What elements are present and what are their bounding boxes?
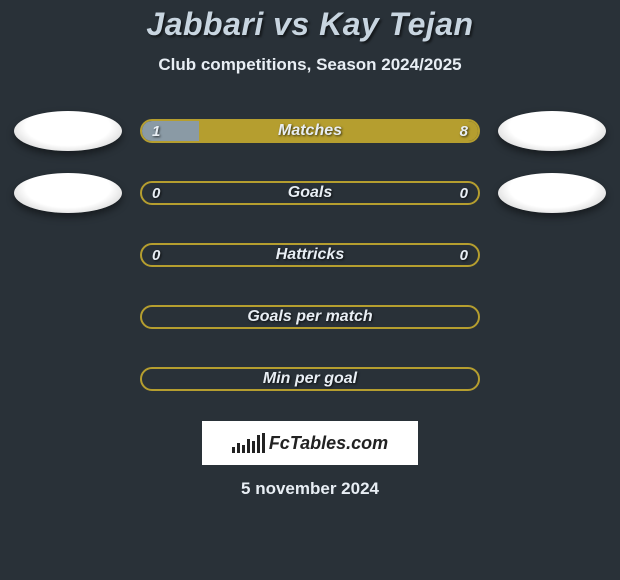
stat-bar: 18Matches <box>140 119 480 143</box>
stat-label: Goals per match <box>142 307 478 327</box>
stat-row: 00Goals <box>20 173 600 213</box>
player-left-avatar <box>14 111 122 151</box>
stat-label: Min per goal <box>142 369 478 389</box>
logo-box: FcTables.com <box>202 421 418 465</box>
comparison-card: Jabbari vs Kay Tejan Club competitions, … <box>0 0 620 499</box>
stat-bar: Goals per match <box>140 305 480 329</box>
stat-row: 18Matches <box>20 111 600 151</box>
stat-row: Min per goal <box>20 359 600 399</box>
stat-label: Goals <box>142 183 478 203</box>
stat-bar: 00Goals <box>140 181 480 205</box>
stat-bar: 00Hattricks <box>140 243 480 267</box>
logo-text: FcTables.com <box>269 433 388 454</box>
player-right-avatar <box>498 111 606 151</box>
player-left-avatar <box>14 173 122 213</box>
stats-area: 18Matches 00Goals 00Hattricks Goals per mat… <box>0 111 620 399</box>
stat-label: Hattricks <box>142 245 478 265</box>
date-text: 5 november 2024 <box>0 479 620 499</box>
stat-row: 00Hattricks <box>20 235 600 275</box>
logo-chart-icon <box>232 433 265 453</box>
subtitle: Club competitions, Season 2024/2025 <box>0 55 620 75</box>
stat-bar: Min per goal <box>140 367 480 391</box>
page-title: Jabbari vs Kay Tejan <box>0 6 620 43</box>
stat-label: Matches <box>142 121 478 141</box>
player-right-avatar <box>498 173 606 213</box>
stat-row: Goals per match <box>20 297 600 337</box>
